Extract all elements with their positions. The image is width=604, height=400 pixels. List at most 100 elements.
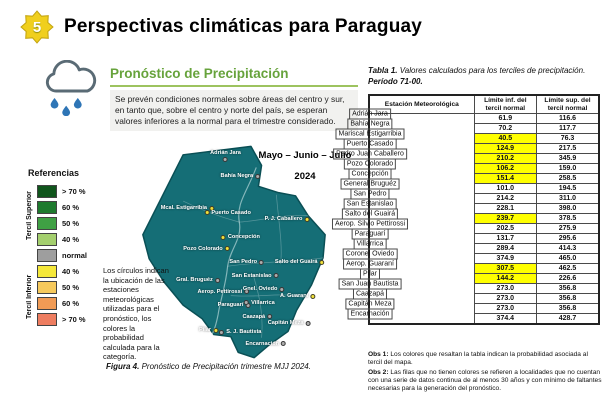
legend-item-label: 50 % <box>62 219 80 228</box>
precip-table-body: Adrián Jara 61.9 116.6 Bahía Negra 70.2 117.7… <box>331 108 600 325</box>
legend-title: Referencias <box>28 168 80 178</box>
inf-limit-cell: 61.9 <box>473 113 538 125</box>
legend-lower-label: Tercil Inferior <box>26 274 33 320</box>
legend-item: > 70 % <box>37 185 87 198</box>
sup-limit-cell: 378.5 <box>536 213 600 225</box>
period-year: 2024 <box>294 171 316 182</box>
sup-limit-cell: 345.9 <box>536 153 600 165</box>
sup-limit-cell: 356.8 <box>536 303 600 315</box>
legend-item: normal <box>37 249 87 262</box>
station-label: Gnel. Oviedo <box>242 286 278 293</box>
legend-item: 60 % <box>37 297 87 310</box>
station-cell: Encarnación <box>347 308 393 320</box>
station-dot <box>304 216 310 222</box>
sup-limit-cell: 159.0 <box>536 163 600 175</box>
table-caption-period: Período 71-00. <box>368 76 423 86</box>
inf-limit-cell: 144.2 <box>473 273 538 285</box>
legend-item-label: > 70 % <box>62 315 86 324</box>
legend-body: Tercil Superior Tercil Inferior > 70 % 60… <box>26 185 104 329</box>
page-header: 5 Perspectivas climáticas para Paraguay <box>20 10 422 44</box>
station-dot <box>273 273 279 279</box>
inf-limit-cell: 40.5 <box>473 133 538 145</box>
station-dot <box>310 293 316 299</box>
station-dot <box>244 300 250 306</box>
sup-limit-cell: 275.9 <box>536 223 600 235</box>
table-row: Pedro Juan Caballero 210.2 345.9 <box>333 148 600 165</box>
observation-note: Obs 1: Los colores que resaltan la tabla… <box>368 351 588 367</box>
table-row: Pozo Colorado 106.2 159.0 <box>343 158 600 175</box>
starburst-icon <box>20 10 54 44</box>
observations: Obs 1: Los colores que resaltan la tabla… <box>368 351 602 395</box>
sup-limit-cell: 311.0 <box>536 193 600 205</box>
table-row: San Estanislao 228.1 398.0 <box>343 198 600 215</box>
map-station: Caazapá <box>242 313 273 320</box>
figure-caption: Figura 4. Pronóstico de Precipitación tr… <box>106 362 366 371</box>
station-label: Caazapá <box>242 313 266 320</box>
station-dot <box>204 210 210 216</box>
sup-limit-cell: 462.5 <box>536 263 600 275</box>
station-label: Villarrica <box>251 299 275 306</box>
station-label: Paraguarí <box>217 302 244 309</box>
station-dot <box>213 327 219 333</box>
station-label: Puerto Casado <box>211 209 251 216</box>
period-months: Mayo – Junio – Julio <box>258 150 352 161</box>
station-label: San Estanislao <box>231 272 272 279</box>
inf-limit-cell: 374.9 <box>473 253 538 265</box>
inf-limit-cell: 124.9 <box>473 143 538 155</box>
intro-text: Se prevén condiciones normales sobre áre… <box>110 90 358 132</box>
table-header: Estación Meteorológica Límite inf. del t… <box>368 94 600 115</box>
figure-caption-text: Pronóstico de Precipitación trimestre MJ… <box>139 362 311 371</box>
legend-item: 60 % <box>37 201 87 214</box>
map-station: Gral. Bruguéz <box>176 277 220 283</box>
inf-limit-cell: 374.4 <box>473 313 538 325</box>
table-row: Encarnación 374.4 428.7 <box>347 308 600 325</box>
legend-item: 50 % <box>37 217 87 230</box>
inf-limit-cell: 228.1 <box>473 203 538 215</box>
section-number: 5 <box>32 18 42 36</box>
inf-limit-cell: 131.7 <box>473 233 538 245</box>
inf-limit-cell: 273.0 <box>473 283 538 295</box>
sup-limit-cell: 465.0 <box>536 253 600 265</box>
table-caption: Tabla 1. Valores calculados para los ter… <box>368 66 600 88</box>
legend-item-label: 50 % <box>62 283 80 292</box>
legend-item: 40 % <box>37 233 87 246</box>
map-station: Gnel. Oviedo <box>243 286 285 292</box>
station-label: Salto del Guairá <box>274 259 318 266</box>
map-station: Capitán Meza <box>268 320 311 326</box>
legend-color-chip <box>37 217 57 230</box>
sup-limit-cell: 226.6 <box>536 273 600 285</box>
legend-color-chip <box>37 265 57 278</box>
table-row: San Pedro 214.2 311.0 <box>350 188 600 205</box>
station-label: Mcal. Estigarribia <box>160 205 208 212</box>
map-station: Pozo Colorado <box>183 245 230 252</box>
table-caption-text: Valores calculados para los terciles de … <box>397 66 586 75</box>
map-stations: Adrián Jara Bahía Negra Mcal. Estigarribia… <box>128 138 340 364</box>
station-label: Capitán Meza <box>267 320 304 327</box>
inf-limit-cell: 273.0 <box>473 303 538 315</box>
station-label: S. J. Bautista <box>226 329 262 336</box>
inf-limit-cell: 151.4 <box>473 173 538 185</box>
station-label: Pozo Colorado <box>183 245 223 252</box>
station-label: A. Guaraní <box>279 293 309 300</box>
table-row: Paraguarí 131.7 295.6 <box>351 228 600 245</box>
map-station: Bahía Negra <box>221 173 261 179</box>
station-label: San Pedro <box>229 259 258 266</box>
country-outline <box>142 145 326 359</box>
sup-limit-cell: 295.6 <box>536 233 600 245</box>
map-station: Puerto Casado <box>204 209 251 216</box>
map-station: San Estanislao <box>232 273 279 279</box>
legend-group-labels: Tercil Superior Tercil Inferior <box>26 185 37 329</box>
figure-caption-number: Figura 4. <box>106 362 140 371</box>
table-row: General Bruguéz 101.0 194.5 <box>340 178 600 195</box>
map-station: Salto del Guairá <box>275 259 325 265</box>
inf-limit-cell: 106.2 <box>473 163 538 175</box>
section-title: Pronóstico de Precipitación <box>110 66 358 87</box>
sup-limit-cell: 356.8 <box>536 293 600 305</box>
map-station: Pilar <box>199 327 219 333</box>
station-cell: Adrián Jara <box>349 108 391 120</box>
sup-limit-cell: 217.5 <box>536 143 600 155</box>
legend-color-chip <box>37 313 57 326</box>
legend-color-chip <box>37 249 57 262</box>
inf-limit-cell: 101.0 <box>473 183 538 195</box>
legend-color-chip <box>37 281 57 294</box>
